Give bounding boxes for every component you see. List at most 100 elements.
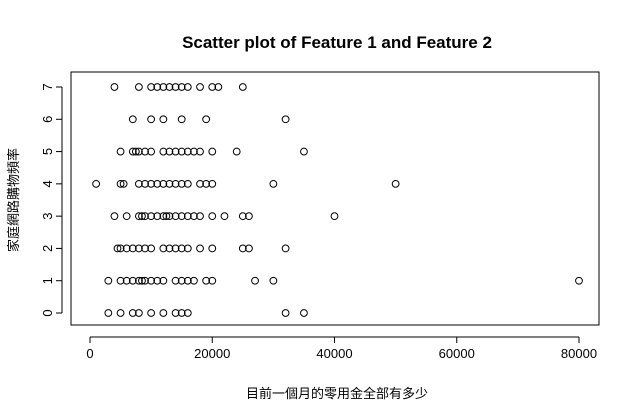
data-point xyxy=(245,244,253,253)
data-point xyxy=(122,244,131,253)
y-tick-label: 1 xyxy=(40,277,55,284)
data-point xyxy=(159,179,168,188)
data-point xyxy=(147,212,156,221)
data-point xyxy=(141,179,149,188)
y-tick-label: 7 xyxy=(40,83,55,90)
data-point xyxy=(214,83,223,91)
data-point xyxy=(177,147,186,156)
data-point xyxy=(135,179,143,188)
data-point xyxy=(190,212,198,221)
data-point xyxy=(116,147,125,156)
data-point xyxy=(183,147,192,156)
data-point xyxy=(300,147,308,156)
data-point xyxy=(159,147,168,156)
data-point xyxy=(122,276,131,285)
data-point xyxy=(141,244,149,253)
data-point xyxy=(159,115,168,124)
data-point xyxy=(245,212,253,221)
data-point xyxy=(177,244,186,253)
data-point xyxy=(208,276,217,285)
data-point xyxy=(141,147,149,156)
y-tick-label: 4 xyxy=(40,180,55,187)
data-point xyxy=(330,212,339,221)
data-point xyxy=(208,83,217,91)
data-point xyxy=(183,276,192,285)
data-point xyxy=(300,309,308,317)
data-point xyxy=(196,179,204,188)
data-point xyxy=(171,179,180,188)
data-point xyxy=(165,147,174,156)
data-point xyxy=(122,212,131,221)
data-point xyxy=(138,276,146,285)
data-point xyxy=(116,244,125,253)
data-point xyxy=(165,212,174,221)
data-point xyxy=(147,244,156,253)
y-tick-label: 5 xyxy=(40,148,55,155)
data-point xyxy=(196,244,204,253)
data-point xyxy=(165,179,174,188)
data-point xyxy=(196,83,204,91)
plot-frame xyxy=(70,71,600,326)
data-point xyxy=(153,83,162,91)
data-point xyxy=(177,212,186,221)
data-point xyxy=(165,244,174,253)
data-points xyxy=(92,83,583,317)
data-point xyxy=(141,212,149,221)
data-point xyxy=(171,83,180,91)
data-point xyxy=(135,276,143,285)
data-point xyxy=(135,309,143,317)
data-point xyxy=(165,83,174,91)
data-point xyxy=(128,276,137,285)
data-point xyxy=(138,212,146,221)
data-point xyxy=(159,276,168,285)
y-tick-label: 3 xyxy=(40,213,55,220)
data-point xyxy=(281,115,290,124)
data-point xyxy=(116,179,125,188)
y-tick-label: 0 xyxy=(40,309,55,316)
data-point xyxy=(159,244,168,253)
data-point xyxy=(113,244,122,253)
data-point xyxy=(141,276,149,285)
data-point xyxy=(116,276,125,285)
y-tick-label: 6 xyxy=(40,116,55,123)
data-point xyxy=(119,179,128,188)
data-point xyxy=(202,115,211,124)
data-point xyxy=(135,244,143,253)
x-tick-label: 80000 xyxy=(561,346,597,361)
data-point xyxy=(116,309,125,317)
data-point xyxy=(171,147,180,156)
data-point xyxy=(208,212,217,221)
x-axis: 0 20000 40000 60000 80000 xyxy=(86,336,597,361)
data-point xyxy=(238,212,247,221)
data-point xyxy=(147,115,156,124)
data-point xyxy=(202,179,211,188)
data-point xyxy=(190,147,198,156)
data-point xyxy=(147,276,156,285)
data-point xyxy=(196,147,204,156)
data-point xyxy=(183,309,192,317)
data-point xyxy=(147,147,156,156)
data-point xyxy=(159,309,168,317)
data-point xyxy=(153,212,162,221)
data-point xyxy=(171,309,180,317)
data-point xyxy=(110,83,119,91)
data-point xyxy=(183,83,192,91)
data-point xyxy=(131,147,140,156)
data-point xyxy=(153,179,162,188)
data-point xyxy=(135,83,143,91)
data-point xyxy=(128,309,137,317)
y-axis-label: 家庭網路購物頻率 xyxy=(6,148,22,252)
data-point xyxy=(171,212,180,221)
x-tick-label: 40000 xyxy=(316,346,352,361)
data-point xyxy=(92,179,101,188)
data-point xyxy=(147,83,156,91)
data-point xyxy=(220,212,229,221)
data-point xyxy=(251,276,259,285)
data-point xyxy=(183,212,192,221)
data-point xyxy=(147,179,156,188)
data-point xyxy=(110,212,119,221)
data-point xyxy=(171,276,180,285)
data-point xyxy=(196,212,204,221)
data-point xyxy=(177,179,186,188)
